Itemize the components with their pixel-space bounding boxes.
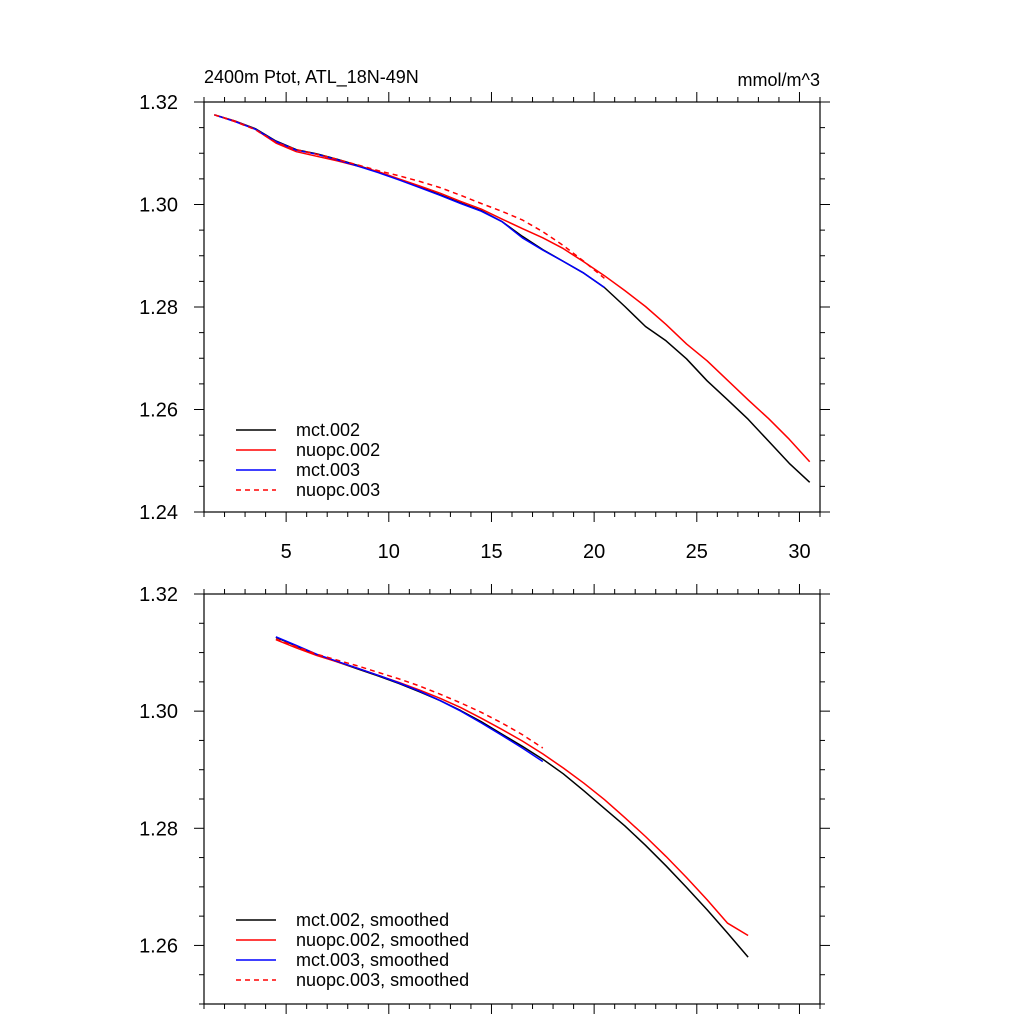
y-tick-label: 1.32 bbox=[139, 92, 178, 114]
chart-title: 2400m Ptot, ATL_18N-49N bbox=[204, 67, 419, 88]
series-line-nuopc-003 bbox=[214, 114, 605, 279]
legend-label: nuopc.003, smoothed bbox=[296, 970, 469, 990]
legend-label: nuopc.002, smoothed bbox=[296, 930, 469, 950]
x-tick-label: 10 bbox=[378, 541, 400, 563]
legend-label: mct.003 bbox=[296, 460, 360, 480]
y-tick-label: 1.30 bbox=[139, 195, 178, 217]
y-tick-label: 1.30 bbox=[139, 701, 178, 723]
y-tick-label: 1.28 bbox=[139, 818, 178, 840]
legend-label: nuopc.002 bbox=[296, 440, 380, 460]
legend-label: mct.002, smoothed bbox=[296, 910, 449, 930]
legend-label: nuopc.003 bbox=[296, 480, 380, 500]
x-tick-label: 25 bbox=[686, 541, 708, 563]
series-line-mct-003 bbox=[214, 114, 605, 289]
x-tick-label: 5 bbox=[281, 541, 292, 563]
series-line-nuopc-002-smoothed bbox=[275, 639, 749, 937]
top-panel: 2400m Ptot, ATL_18N-49N mmol/m^3 1.24 1.2… bbox=[139, 67, 830, 563]
y-tick-label: 1.26 bbox=[139, 400, 178, 422]
legend-label: mct.002 bbox=[296, 420, 360, 440]
x-tick-label: 30 bbox=[788, 541, 810, 563]
y-tick-label: 1.24 bbox=[139, 502, 178, 524]
series-line-nuopc-003-smoothed bbox=[275, 638, 544, 749]
x-tick-label: 15 bbox=[480, 541, 502, 563]
series-line-nuopc-002 bbox=[214, 114, 811, 463]
legend-label: mct.003, smoothed bbox=[296, 950, 449, 970]
y-tick-label: 1.32 bbox=[139, 584, 178, 606]
x-tick-label: 20 bbox=[583, 541, 605, 563]
y-tick-label: 1.26 bbox=[139, 935, 178, 957]
chart-units: mmol/m^3 bbox=[738, 70, 820, 90]
y-tick-label: 1.28 bbox=[139, 297, 178, 319]
